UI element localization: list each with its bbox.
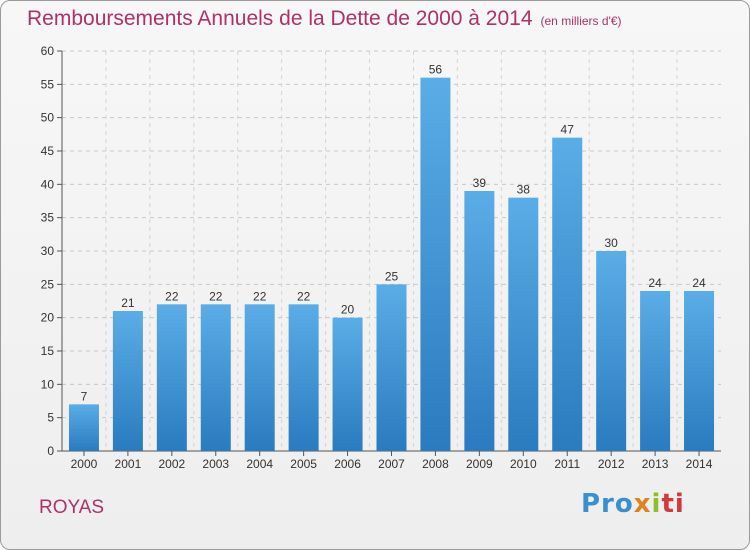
x-tick-label: 2001 bbox=[115, 457, 142, 471]
x-tick-label: 2006 bbox=[334, 457, 361, 471]
y-tick-label: 55 bbox=[41, 77, 55, 91]
y-tick-label: 30 bbox=[41, 244, 55, 258]
chart-subtitle: (en milliers d'€) bbox=[540, 14, 622, 28]
x-tick-label: 2005 bbox=[290, 457, 317, 471]
y-tick-label: 60 bbox=[41, 44, 55, 58]
x-tick-label: 2014 bbox=[686, 457, 713, 471]
value-label: 30 bbox=[604, 236, 618, 250]
logo-part: ti bbox=[661, 489, 685, 519]
commune-name: ROYAS bbox=[39, 497, 105, 518]
y-tick-label: 5 bbox=[47, 411, 54, 425]
bar-2013 bbox=[640, 291, 671, 451]
value-label: 22 bbox=[297, 289, 311, 303]
y-tick-label: 45 bbox=[41, 144, 55, 158]
value-label: 39 bbox=[473, 176, 487, 190]
bar-2000 bbox=[68, 404, 99, 451]
y-tick-label: 25 bbox=[41, 277, 55, 291]
bars bbox=[68, 77, 715, 452]
x-tick-label: 2013 bbox=[642, 457, 669, 471]
value-label: 24 bbox=[692, 276, 706, 290]
labels: 7 2000 21 2001 22 2002 22 2003 22 2004 22 2005 20 200… bbox=[71, 63, 713, 471]
x-tick-label: 2011 bbox=[554, 457, 580, 471]
bar-2009 bbox=[464, 191, 495, 451]
bar-2014 bbox=[684, 291, 715, 451]
value-label: 7 bbox=[81, 389, 88, 403]
value-label: 24 bbox=[648, 276, 662, 290]
logo-part: x bbox=[633, 489, 652, 519]
logo-part: i bbox=[651, 489, 662, 519]
bar-2012 bbox=[596, 251, 627, 451]
y-tick-label: 20 bbox=[41, 311, 55, 325]
x-tick-label: 2012 bbox=[598, 457, 625, 471]
bar-2002 bbox=[156, 304, 187, 451]
bar-2005 bbox=[288, 304, 319, 451]
logo-part: Pro bbox=[581, 489, 634, 519]
chart-title-text: Remboursements Annuels de la Dette de 20… bbox=[27, 7, 533, 30]
x-tick-label: 2010 bbox=[510, 457, 537, 471]
bar-2006 bbox=[332, 317, 363, 451]
value-label: 21 bbox=[121, 296, 135, 310]
value-label: 47 bbox=[561, 123, 575, 137]
value-label: 25 bbox=[385, 269, 399, 283]
y-tick-label: 50 bbox=[41, 111, 55, 125]
y-tick-label: 15 bbox=[41, 344, 55, 358]
y-tick-label: 10 bbox=[41, 377, 55, 391]
chart-title: Remboursements Annuels de la Dette de 20… bbox=[27, 7, 622, 31]
bar-2004 bbox=[244, 304, 275, 451]
value-label: 22 bbox=[253, 289, 267, 303]
bar-2003 bbox=[200, 304, 231, 451]
bar-2011 bbox=[552, 137, 583, 451]
x-tick-label: 2003 bbox=[202, 457, 229, 471]
y-tick-label: 0 bbox=[47, 444, 54, 458]
value-label: 56 bbox=[429, 63, 443, 77]
x-tick-label: 2008 bbox=[422, 457, 449, 471]
value-label: 38 bbox=[517, 183, 531, 197]
bar-2010 bbox=[508, 197, 539, 451]
x-tick-label: 2007 bbox=[378, 457, 405, 471]
value-label: 22 bbox=[165, 289, 179, 303]
proxiti-logo: Proxiti bbox=[581, 489, 685, 519]
y-tick-label: 35 bbox=[41, 211, 55, 225]
x-tick-label: 2000 bbox=[71, 457, 98, 471]
value-label: 22 bbox=[209, 289, 223, 303]
bar-2001 bbox=[112, 311, 143, 451]
bar-2008 bbox=[420, 77, 451, 452]
x-tick-label: 2004 bbox=[246, 457, 273, 471]
bar-2007 bbox=[376, 284, 407, 451]
y-tick-label: 40 bbox=[41, 177, 55, 191]
x-tick-label: 2002 bbox=[158, 457, 185, 471]
value-label: 20 bbox=[341, 303, 355, 317]
x-tick-label: 2009 bbox=[466, 457, 493, 471]
